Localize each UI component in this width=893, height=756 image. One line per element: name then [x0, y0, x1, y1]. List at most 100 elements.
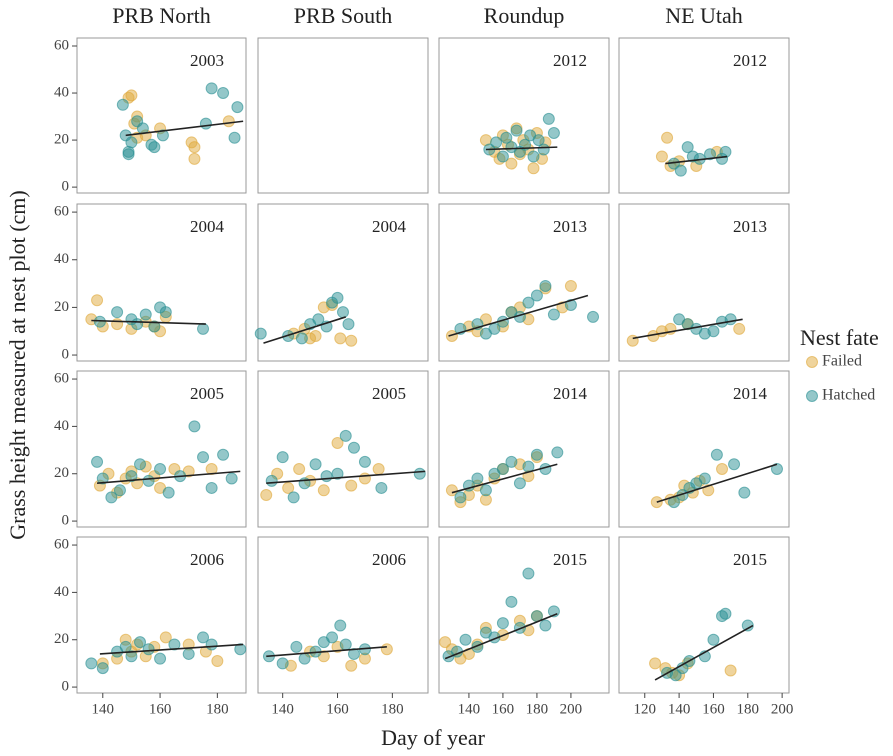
- x-tick-label: 200: [771, 701, 794, 717]
- point: [93, 315, 106, 328]
- y-tick-label: 20: [54, 465, 69, 481]
- trend-line: [266, 646, 387, 658]
- point: [513, 477, 526, 490]
- point: [295, 332, 308, 345]
- panel-year: 2005: [190, 384, 224, 403]
- point: [454, 491, 467, 504]
- point: [254, 327, 267, 340]
- x-axis-title: Day of year: [381, 725, 486, 750]
- trend-line: [125, 120, 244, 137]
- point: [159, 306, 172, 319]
- y-tick-label: 40: [54, 584, 69, 600]
- point: [134, 458, 147, 471]
- point: [298, 652, 311, 665]
- trend-line: [266, 470, 426, 485]
- y-axis-title: Grass height measured at nest plot (cm): [5, 190, 30, 539]
- point: [510, 124, 523, 137]
- panel-year: 2003: [190, 51, 224, 70]
- point: [655, 150, 668, 163]
- point: [649, 657, 662, 670]
- column-title: Roundup: [484, 3, 565, 28]
- point: [372, 463, 385, 476]
- point: [345, 334, 358, 347]
- panel-year: 2004: [372, 217, 407, 236]
- point: [188, 420, 201, 433]
- point: [334, 619, 347, 632]
- point: [326, 631, 339, 644]
- y-tick-label: 60: [54, 370, 69, 386]
- point: [197, 451, 210, 464]
- point: [96, 662, 109, 675]
- panel-frame: [438, 370, 610, 528]
- panel-frame: [76, 37, 247, 194]
- point: [358, 455, 371, 468]
- point: [539, 279, 552, 292]
- point: [551, 446, 564, 459]
- trend-line: [632, 318, 743, 340]
- point: [380, 643, 393, 656]
- point: [125, 89, 138, 102]
- point: [496, 463, 509, 476]
- point: [728, 458, 741, 471]
- point: [724, 664, 737, 677]
- point: [413, 467, 426, 480]
- y-tick-label: 60: [54, 204, 69, 220]
- y-tick-label: 20: [54, 299, 69, 315]
- point: [505, 455, 518, 468]
- point: [105, 491, 118, 504]
- x-tick-label: 160: [326, 701, 349, 717]
- point: [375, 481, 388, 494]
- x-tick-label: 180: [526, 701, 549, 717]
- point: [459, 633, 472, 646]
- point: [148, 141, 161, 154]
- panel-frame: [257, 37, 429, 194]
- point: [309, 329, 322, 342]
- point: [539, 619, 552, 632]
- point: [317, 484, 330, 497]
- panel-year: 2004: [190, 217, 225, 236]
- point: [716, 463, 729, 476]
- x-tick-label: 180: [737, 701, 760, 717]
- point: [542, 112, 555, 125]
- legend-marker: [806, 390, 818, 402]
- y-tick-label: 40: [54, 418, 69, 434]
- point: [276, 657, 289, 670]
- point: [564, 279, 577, 292]
- panel-year: 2014: [733, 384, 768, 403]
- point: [91, 455, 104, 468]
- x-tick-label: 140: [271, 701, 294, 717]
- point: [738, 486, 751, 499]
- point: [217, 448, 230, 461]
- column-title: PRB South: [294, 3, 392, 28]
- point: [290, 640, 303, 653]
- panel-year: 2012: [733, 51, 767, 70]
- point: [139, 308, 152, 321]
- trend-line: [96, 470, 241, 485]
- y-tick-label: 0: [62, 346, 70, 362]
- y-tick-label: 60: [54, 37, 69, 53]
- point: [142, 643, 155, 656]
- point: [500, 131, 513, 144]
- panel-frame: [257, 370, 429, 528]
- column-title: NE Utah: [665, 3, 743, 28]
- point: [188, 152, 201, 165]
- point: [710, 448, 723, 461]
- point: [505, 595, 518, 608]
- point: [661, 131, 674, 144]
- point: [707, 325, 720, 338]
- point: [125, 650, 138, 663]
- point: [111, 306, 124, 319]
- panel-year: 2015: [733, 550, 767, 569]
- point: [733, 322, 746, 335]
- y-tick-label: 0: [62, 513, 70, 529]
- point: [225, 472, 238, 485]
- point: [347, 441, 360, 454]
- point: [339, 638, 352, 651]
- point: [505, 157, 518, 170]
- panel-year: 2013: [553, 217, 587, 236]
- point: [312, 313, 325, 326]
- point: [479, 484, 492, 497]
- x-tick-label: 140: [458, 701, 481, 717]
- point: [527, 150, 540, 163]
- point: [719, 607, 732, 620]
